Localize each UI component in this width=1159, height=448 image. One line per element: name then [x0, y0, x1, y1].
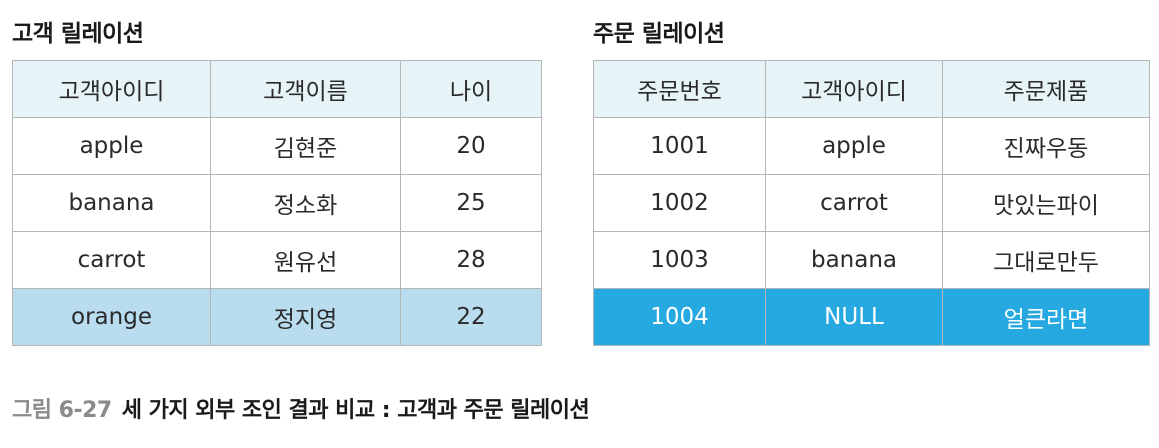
table-row-highlighted: orange 정지영 22	[12, 288, 542, 346]
table-row: carrot 원유선 28	[12, 231, 542, 289]
customer-relation-title: 고객 릴레이션	[12, 21, 144, 47]
cell-age: 20	[400, 117, 542, 175]
cell-customer-id: carrot	[12, 231, 211, 289]
cell-customer-name: 정지영	[210, 288, 401, 346]
column-header-customer-name: 고객이름	[210, 60, 401, 118]
cell-order-product: 진짜우동	[942, 117, 1150, 175]
table-row: apple 김현준 20	[12, 117, 542, 175]
order-relation-title: 주문 릴레이션	[593, 21, 725, 47]
order-table: 주문번호 고객아이디 주문제품 1001 apple 진짜우동 1002 car…	[593, 60, 1150, 346]
cell-customer-id: apple	[765, 117, 943, 175]
column-header-order-product: 주문제품	[942, 60, 1150, 118]
cell-customer-id: carrot	[765, 174, 943, 232]
cell-customer-name: 김현준	[210, 117, 401, 175]
customer-header-row: 고객아이디 고객이름 나이	[12, 60, 542, 118]
table-row: banana 정소화 25	[12, 174, 542, 232]
cell-customer-id: banana	[765, 231, 943, 289]
cell-customer-name: 원유선	[210, 231, 401, 289]
order-header-row: 주문번호 고객아이디 주문제품	[593, 60, 1150, 118]
cell-order-product: 얼큰라면	[942, 288, 1150, 346]
column-header-age: 나이	[400, 60, 542, 118]
column-header-order-number: 주문번호	[593, 60, 766, 118]
cell-customer-id: apple	[12, 117, 211, 175]
cell-customer-id: banana	[12, 174, 211, 232]
cell-age: 25	[400, 174, 542, 232]
cell-order-number: 1001	[593, 117, 766, 175]
figure-caption: 그림 6-27 세 가지 외부 조인 결과 비교 : 고객과 주문 릴레이션	[12, 392, 590, 424]
table-row: 1002 carrot 맛있는파이	[593, 174, 1150, 232]
table-row: 1001 apple 진짜우동	[593, 117, 1150, 175]
column-header-customer-id: 고객아이디	[12, 60, 211, 118]
cell-order-product: 맛있는파이	[942, 174, 1150, 232]
figure-label: 그림 6-27	[12, 398, 112, 423]
cell-order-number: 1004	[593, 288, 766, 346]
table-row-highlighted: 1004 NULL 얼큰라면	[593, 288, 1150, 346]
cell-age: 22	[400, 288, 542, 346]
cell-customer-id: orange	[12, 288, 211, 346]
figure-caption-text: 세 가지 외부 조인 결과 비교 : 고객과 주문 릴레이션	[121, 398, 590, 423]
cell-order-number: 1002	[593, 174, 766, 232]
cell-order-number: 1003	[593, 231, 766, 289]
cell-order-product: 그대로만두	[942, 231, 1150, 289]
cell-customer-id: NULL	[765, 288, 943, 346]
cell-customer-name: 정소화	[210, 174, 401, 232]
column-header-customer-id: 고객아이디	[765, 60, 943, 118]
cell-age: 28	[400, 231, 542, 289]
customer-table: 고객아이디 고객이름 나이 apple 김현준 20 banana 정소화 25…	[12, 60, 542, 346]
table-row: 1003 banana 그대로만두	[593, 231, 1150, 289]
